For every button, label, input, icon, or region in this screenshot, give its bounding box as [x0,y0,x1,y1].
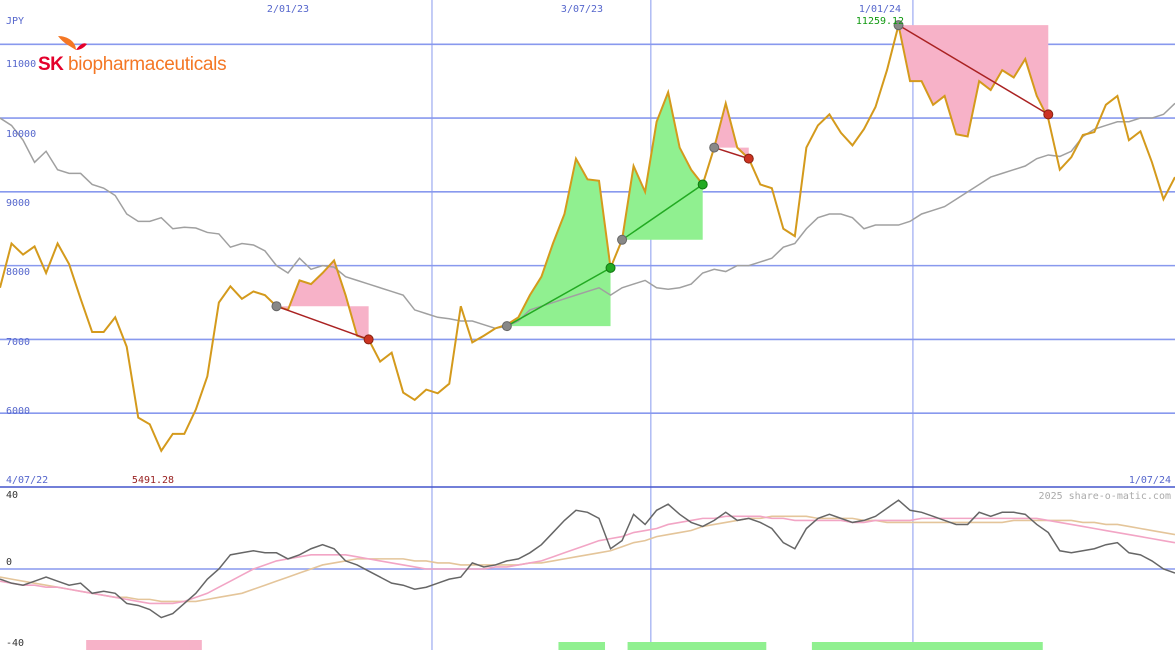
company-logo: SK biopharmaceuticals [38,34,238,75]
osc-bar [834,642,847,650]
osc-bar [708,642,721,650]
watermark: 2025 share-o-matic.com [1039,491,1171,502]
osc-bar [189,640,202,650]
osc-bar [961,642,974,650]
osc-bar [569,642,582,650]
logo-butterfly-icon [58,36,87,50]
y-axis-label: JPY [6,16,24,27]
osc-bar [593,642,606,650]
price-line [0,24,1175,453]
osc-main-line [0,499,1175,619]
trade-area [276,260,369,340]
y-tick-9000: 9000 [6,198,30,209]
osc-bar [857,642,870,650]
osc-bar [984,642,997,650]
trade-area [622,92,703,240]
osc-bar [927,642,940,650]
osc-bar [869,642,882,650]
trade-sell-point [605,262,616,273]
trade-line [506,267,611,327]
osc-bar [731,642,744,650]
osc-bar [627,642,640,650]
osc-bar [950,642,963,650]
osc-bar [132,640,145,650]
osc-bar [109,640,122,650]
trade-markers [271,20,1054,345]
logo-wordmark: biopharmaceuticals [68,54,227,75]
osc-bar [639,642,652,650]
osc-bar [823,642,836,650]
osc-signal-line-tan [0,515,1175,603]
trade-line [898,24,1049,116]
trade-sell-point [697,179,708,190]
osc-bar [86,640,99,650]
osc-tick-neg40: -40 [6,638,24,649]
trade-buy-point [271,301,282,312]
osc-bar [97,640,110,650]
oscillator-bars [86,640,1043,650]
trade-line [621,183,704,241]
y-tick-11000: 11000 [6,59,36,70]
osc-bar [742,642,755,650]
osc-bar [996,642,1009,650]
osc-bar [846,642,859,650]
start-date-label: 4/07/22 [6,475,48,486]
osc-bar [938,642,951,650]
osc-signal-line-pink [0,515,1175,605]
osc-bar [662,642,675,650]
trade-area [506,158,611,327]
osc-tick-40: 40 [6,490,18,501]
end-date-label: 1/07/24 [1129,475,1171,486]
osc-bar [178,640,191,650]
osc-bar [1007,642,1020,650]
osc-bar [892,642,905,650]
x-tick-label-2: 3/07/23 [561,4,603,15]
osc-bar [558,642,571,650]
high-value-label: 11259.12 [856,16,904,27]
y-tick-8000: 8000 [6,267,30,278]
trade-buy-point [709,142,720,153]
osc-tick-0: 0 [6,557,12,568]
osc-bar [650,642,663,650]
osc-bar [166,640,179,650]
osc-bar [915,642,928,650]
trade-line [713,146,750,160]
osc-bar [1019,642,1032,650]
trade-buy-point [501,321,512,332]
trade-sell-point [1043,109,1054,120]
series-lines [0,24,1175,453]
low-value-label: 5491.28 [132,475,174,486]
moving-average-line [0,102,1175,330]
osc-bar [973,642,986,650]
y-tick-6000: 6000 [6,406,30,417]
osc-bar [811,642,824,650]
y-tick-10000: 10000 [6,129,36,140]
logo-sk: SK [38,54,64,75]
osc-bar [881,642,894,650]
oscillator-lines [0,499,1175,619]
osc-bar [754,642,767,650]
trade-sell-point [743,153,754,164]
trade-buy-point [893,20,904,31]
x-tick-label-3: 1/01/24 [859,4,901,15]
osc-bar [155,640,168,650]
osc-bar [120,640,133,650]
osc-bar [673,642,686,650]
x-tick-label-1: 2/01/23 [267,4,309,15]
trade-area [898,25,1049,137]
osc-bar [581,642,594,650]
osc-bar [143,640,156,650]
osc-bar [904,642,917,650]
trade-line [276,305,369,341]
osc-bar [696,642,709,650]
trade-sell-point [363,334,374,345]
trade-buy-point [617,234,628,245]
osc-bar [1030,642,1043,650]
osc-bar [685,642,698,650]
osc-bar [719,642,732,650]
y-tick-7000: 7000 [6,337,30,348]
